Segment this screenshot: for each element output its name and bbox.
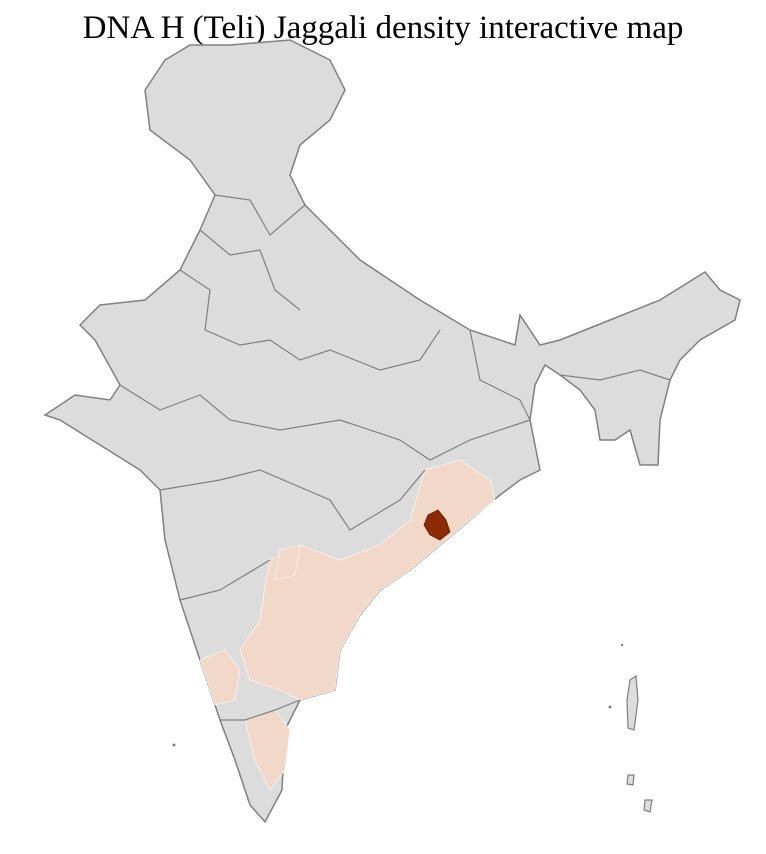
map-title: DNA H (Teli) Jaggali density interactive…: [82, 10, 684, 46]
lakshadweep-islands: [172, 643, 624, 747]
region-high-density-odisha[interactable]: [423, 509, 451, 541]
india-outline[interactable]: [43, 39, 741, 824]
region-low-density-west[interactable]: [274, 544, 301, 581]
andaman-nicobar-islands[interactable]: [626, 674, 653, 813]
region-low-density-karnataka[interactable]: [199, 649, 241, 706]
state-borders: [119, 194, 671, 721]
